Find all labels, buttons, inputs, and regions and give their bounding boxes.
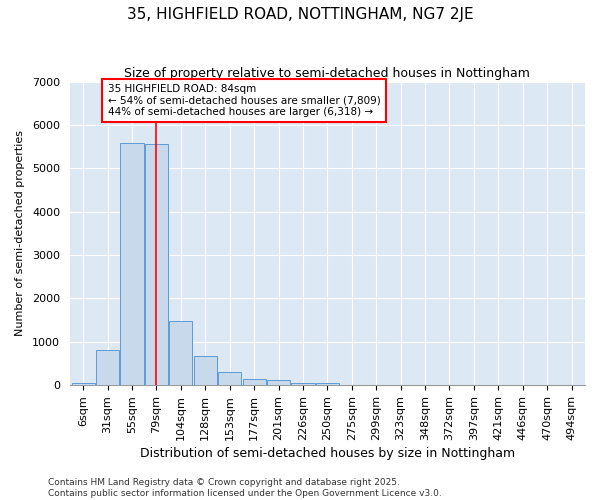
Text: Contains HM Land Registry data © Crown copyright and database right 2025.
Contai: Contains HM Land Registry data © Crown c…: [48, 478, 442, 498]
Bar: [145, 144, 168, 385]
Bar: [169, 321, 193, 385]
Text: 35, HIGHFIELD ROAD, NOTTINGHAM, NG7 2JE: 35, HIGHFIELD ROAD, NOTTINGHAM, NG7 2JE: [127, 8, 473, 22]
Title: Size of property relative to semi-detached houses in Nottingham: Size of property relative to semi-detach…: [124, 68, 530, 80]
Bar: [292, 383, 314, 385]
X-axis label: Distribution of semi-detached houses by size in Nottingham: Distribution of semi-detached houses by …: [140, 447, 515, 460]
Bar: [71, 384, 95, 385]
Bar: [267, 380, 290, 385]
Bar: [316, 383, 339, 385]
Bar: [194, 356, 217, 385]
Bar: [121, 143, 143, 385]
Bar: [242, 379, 266, 385]
Text: 35 HIGHFIELD ROAD: 84sqm
← 54% of semi-detached houses are smaller (7,809)
44% o: 35 HIGHFIELD ROAD: 84sqm ← 54% of semi-d…: [107, 84, 380, 117]
Y-axis label: Number of semi-detached properties: Number of semi-detached properties: [15, 130, 25, 336]
Bar: [218, 372, 241, 385]
Bar: [96, 350, 119, 385]
